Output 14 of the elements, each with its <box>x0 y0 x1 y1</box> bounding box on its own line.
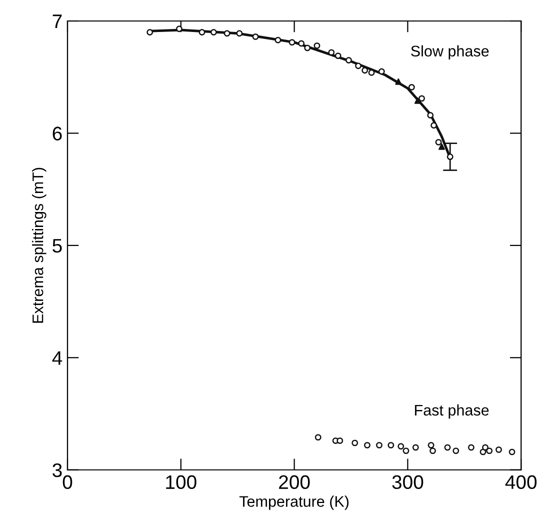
x-tick-label: 0 <box>62 475 72 490</box>
y-tick-label: 4 <box>52 351 62 365</box>
x-tick-label: 200 <box>279 475 310 490</box>
y-tick-label: 7 <box>52 14 62 28</box>
x-tick-label: 100 <box>166 475 196 490</box>
x-axis-title: Temperature (K) <box>239 496 349 510</box>
y-tick-label: 6 <box>52 126 62 140</box>
y-tick-label: 3 <box>52 463 62 478</box>
y-tick-label: 5 <box>52 239 62 253</box>
x-tick-label: 400 <box>505 475 537 490</box>
annotation: Fast phase <box>415 404 489 419</box>
x-tick-label: 300 <box>392 475 424 490</box>
annotation: Slow phase <box>411 45 489 60</box>
y-axis-title: Extrema splittings (mT) <box>32 168 46 323</box>
